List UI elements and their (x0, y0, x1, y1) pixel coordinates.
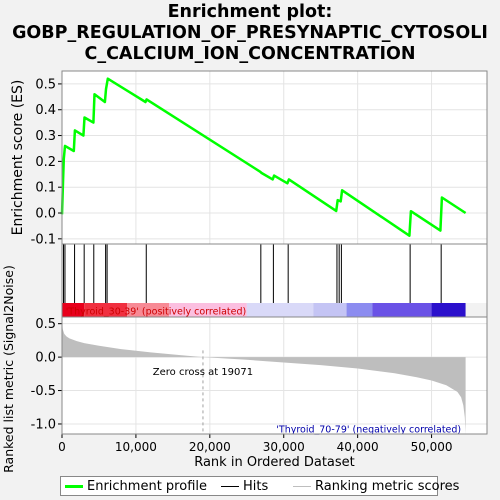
x-tick-label: 0 (58, 440, 66, 454)
metric-y-axis-label: Ranked list metric (Signal2Noise) (1, 265, 16, 473)
chart-title-line-3: C_CALCIUM_ION_CONCENTRATION (84, 44, 416, 64)
enrichment-profile-line (60, 77, 467, 237)
ranking-bar-segment (84, 303, 128, 317)
legend-swatch-ranking-metric-scores (293, 486, 311, 487)
legend-item-ranking-metric-scores: Ranking metric scores (293, 479, 459, 494)
metric-y-tick-label: -0.5 (31, 384, 56, 399)
ranking-bar-segment (62, 303, 85, 317)
ranking-bar-segment (169, 303, 247, 317)
chart-title-line-1: Enrichment plot: (167, 2, 333, 22)
ranking-bar-segment (431, 303, 466, 317)
chart-title: Enrichment plot: GOBP_REGULATION_OF_PRES… (0, 2, 500, 65)
metric-y-tick-label: -1.0 (31, 417, 56, 432)
es-y-tick-label: 0.4 (35, 103, 56, 118)
ranking-bar-segment (346, 303, 373, 317)
es-y-tick-label: 0.1 (35, 181, 56, 196)
legend-label-enrichment-profile: Enrichment profile (87, 479, 207, 494)
es-y-tick-label: 0.0 (35, 207, 56, 222)
negative-correlation-label: 'Thyroid_70-79' (negatively correlated) (276, 425, 461, 436)
es-y-axis-label: Enrichment score (ES) (10, 80, 26, 236)
x-axis-label: Rank in Ordered Dataset (194, 455, 355, 470)
es-y-tick-label: -0.1 (31, 232, 56, 247)
x-tick-label: 40,000 (337, 440, 379, 454)
positive-correlation-label: 'Thyroid_30-39' (positively correlated) (66, 306, 247, 317)
x-tick-label: 10,000 (115, 440, 157, 454)
x-tick-label: 20,000 (189, 440, 231, 454)
enrichment-plot: -0.1 0.0 0.1 0.2 0.3 0.4 0.5 Enrichment score (… (1, 70, 488, 473)
metric-panel-frame (61, 316, 488, 435)
legend-label-hits: Hits (243, 479, 269, 494)
legend-item-hits: Hits (221, 479, 268, 494)
chart-title-line-2: GOBP_REGULATION_OF_PRESYNAPTIC_CYTOSOLI (12, 23, 488, 43)
x-tick-label: 50,000 (411, 440, 453, 454)
es-y-tick-label: 0.5 (35, 77, 56, 92)
metric-y-tick-label: 0.5 (35, 317, 56, 332)
legend-item-enrichment-profile: Enrichment profile (65, 479, 207, 494)
legend: Enrichment profile Hits Ranking metric s… (60, 476, 459, 496)
hits-panel-background (62, 244, 487, 303)
ranking-bar-segment (313, 303, 347, 317)
metric-y-tick-label: 0.0 (35, 351, 56, 366)
ranking-bar-segment (127, 303, 170, 317)
es-y-tick-label: 0.3 (35, 129, 56, 144)
zero-cross-label: Zero cross at 19071 (153, 367, 253, 378)
legend-label-ranking-metric-scores: Ranking metric scores (315, 479, 460, 494)
legend-swatch-enrichment-profile (65, 485, 83, 488)
ranking-bar-segment (372, 303, 432, 317)
legend-swatch-hits (221, 486, 239, 487)
ranking-bar-segment (246, 303, 314, 317)
es-y-tick-label: 0.2 (35, 155, 56, 170)
x-tick-label: 30,000 (263, 440, 305, 454)
